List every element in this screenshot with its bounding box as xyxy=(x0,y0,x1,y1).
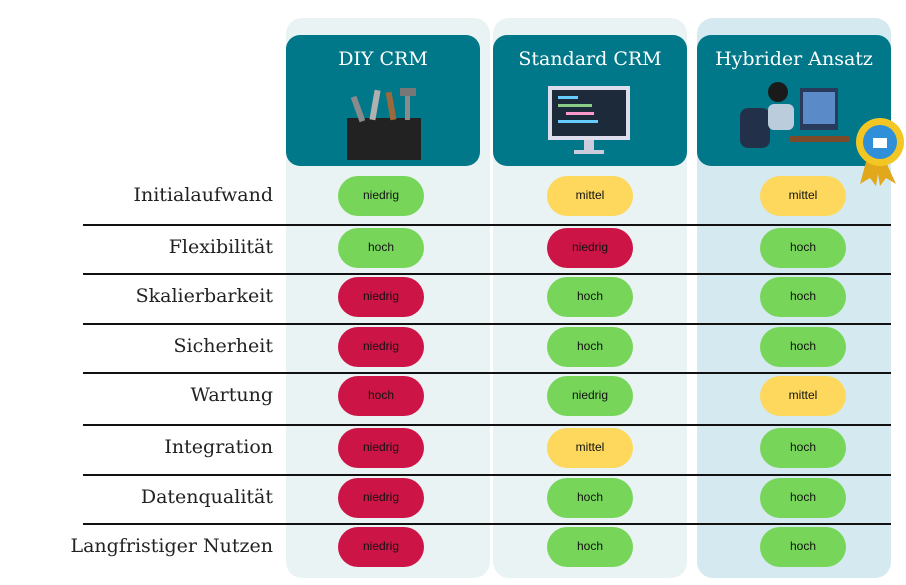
rating-text: mittel xyxy=(576,440,605,454)
rating-text: hoch xyxy=(790,289,816,303)
rating-text: niedrig xyxy=(363,188,399,202)
rating-text: hoch xyxy=(790,339,816,353)
rating-pill xyxy=(338,277,424,317)
rating-text: hoch xyxy=(790,240,816,254)
rating-pill xyxy=(760,277,846,317)
rating-pill xyxy=(338,228,424,268)
row-label: Skalierbarkeit xyxy=(136,285,274,307)
rating-pill xyxy=(547,478,633,518)
rating-text: hoch xyxy=(790,490,816,504)
rating-text: hoch xyxy=(577,289,603,303)
rating-pill xyxy=(338,478,424,518)
row-label: Sicherheit xyxy=(174,335,274,357)
rating-text: hoch xyxy=(368,388,394,402)
row-label: Flexibilität xyxy=(169,236,274,258)
rating-text: niedrig xyxy=(572,388,608,402)
rating-pill xyxy=(338,376,424,416)
rating-pill xyxy=(760,428,846,468)
column-title: Hybrider Ansatz xyxy=(715,48,873,70)
rating-pill xyxy=(547,428,633,468)
rating-text: niedrig xyxy=(363,490,399,504)
rating-pill xyxy=(760,527,846,567)
rating-text: hoch xyxy=(577,339,603,353)
row-label: Langfristiger Nutzen xyxy=(70,535,273,557)
rating-pill xyxy=(338,176,424,216)
rating-text: hoch xyxy=(577,539,603,553)
monitor-icon xyxy=(548,86,630,154)
rating-pill xyxy=(547,277,633,317)
person-icon xyxy=(740,82,850,148)
row-label: Integration xyxy=(164,436,273,458)
medal-icon xyxy=(856,118,904,186)
rating-text: hoch xyxy=(790,440,816,454)
rating-text: hoch xyxy=(577,490,603,504)
rating-text: niedrig xyxy=(363,440,399,454)
row-label: Datenqualität xyxy=(141,486,274,508)
rating-pill xyxy=(760,176,846,216)
rating-text: mittel xyxy=(789,188,818,202)
rating-text: niedrig xyxy=(363,339,399,353)
column-header xyxy=(286,35,480,166)
rating-pill xyxy=(760,478,846,518)
rating-pill xyxy=(760,228,846,268)
rating-pill xyxy=(760,376,846,416)
rating-text: mittel xyxy=(576,188,605,202)
rating-text: niedrig xyxy=(572,240,608,254)
rating-text: hoch xyxy=(368,240,394,254)
rating-pill xyxy=(338,428,424,468)
rating-pill xyxy=(338,327,424,367)
column-title: Standard CRM xyxy=(518,48,661,70)
rating-pill xyxy=(547,327,633,367)
rating-pill xyxy=(547,176,633,216)
rating-text: niedrig xyxy=(363,289,399,303)
row-label: Wartung xyxy=(190,384,273,406)
row-label: Initialaufwand xyxy=(133,184,273,206)
rating-pill xyxy=(338,527,424,567)
rating-pill xyxy=(547,376,633,416)
rating-pill xyxy=(547,228,633,268)
column-title: DIY CRM xyxy=(338,48,428,70)
rating-text: mittel xyxy=(789,388,818,402)
rating-pill xyxy=(547,527,633,567)
rating-text: hoch xyxy=(790,539,816,553)
rating-text: niedrig xyxy=(363,539,399,553)
toolbox-icon xyxy=(347,88,421,160)
rating-pill xyxy=(760,327,846,367)
